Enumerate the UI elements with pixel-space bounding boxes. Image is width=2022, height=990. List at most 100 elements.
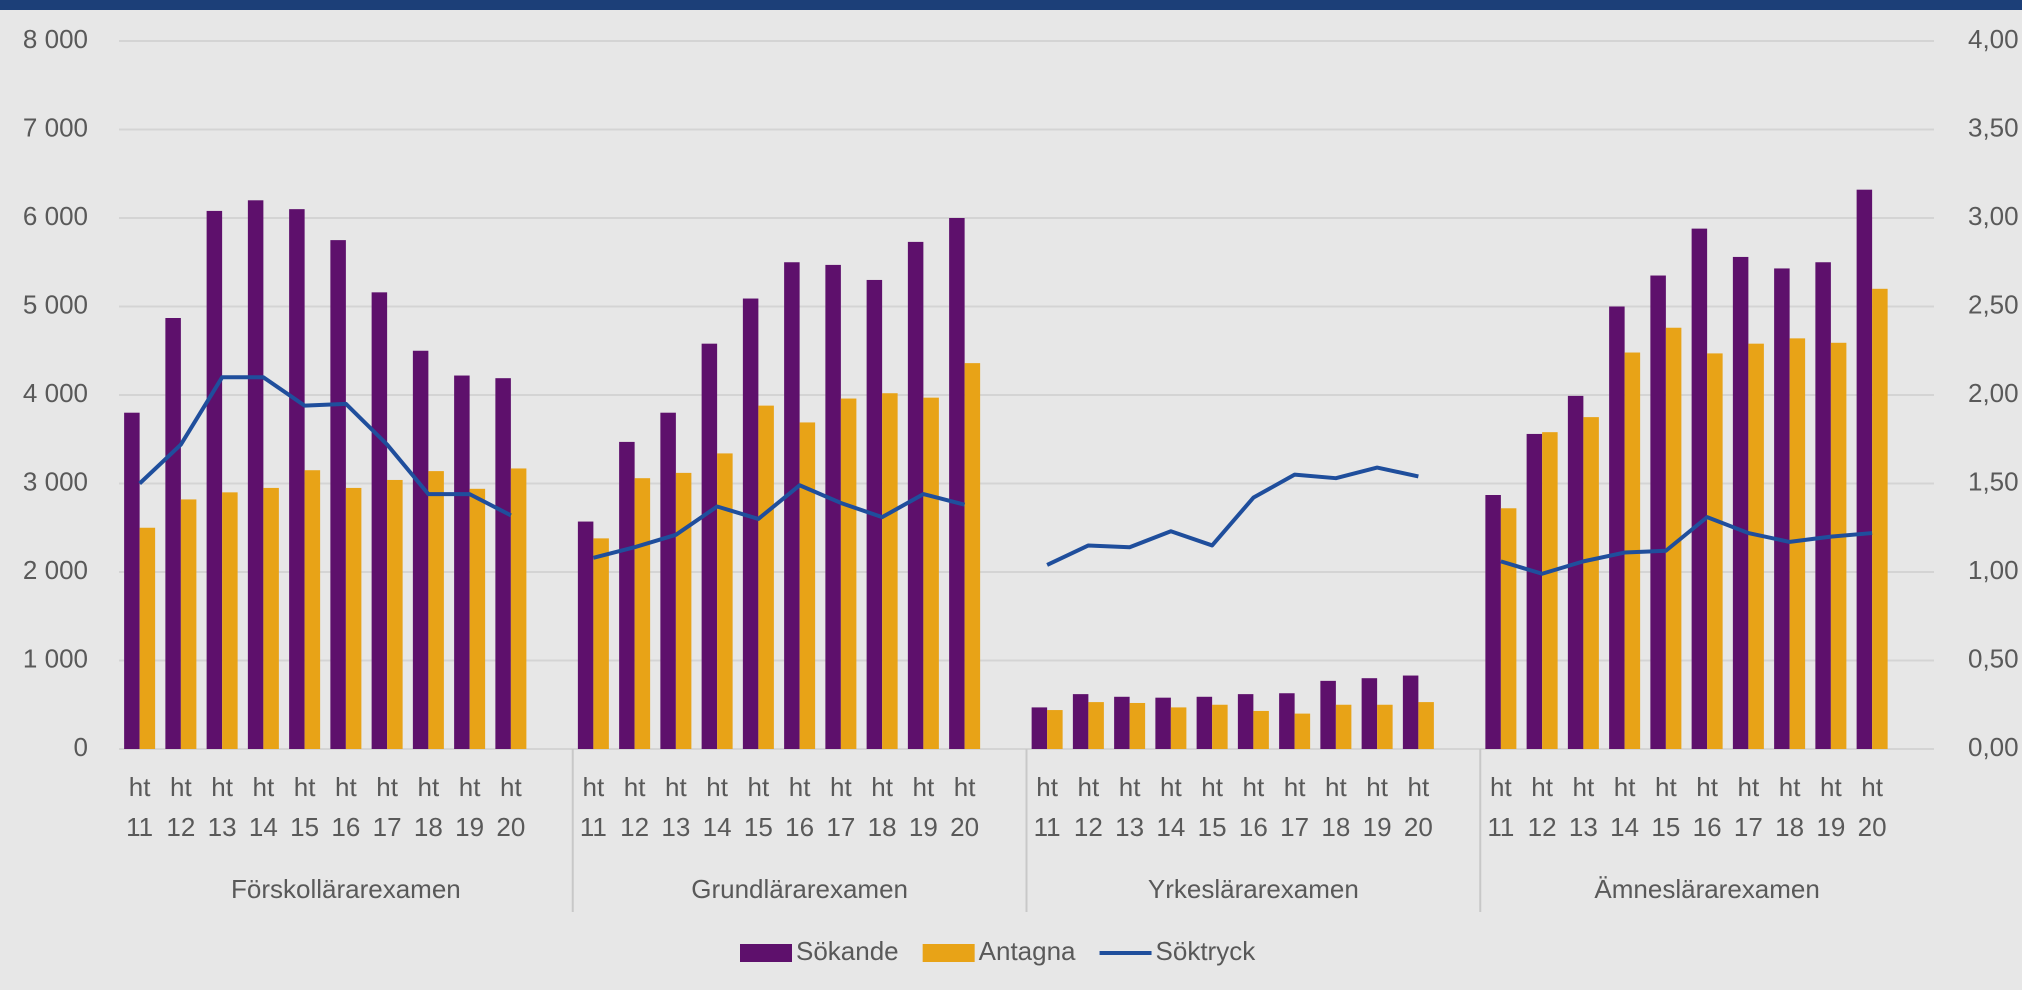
bar [180,499,197,749]
y2-tick-label: 0,50 [1968,643,2019,673]
x-tick-label: ht 20 [1404,772,1433,842]
bar [882,393,898,749]
bar [1856,189,1873,749]
bar [1253,710,1269,749]
line-series [592,483,966,560]
bar [1665,327,1682,749]
x-tick-label: ht 17 [826,772,855,842]
bar [1361,678,1378,749]
bar [964,363,981,749]
bar [825,264,841,749]
x-tick-label: ht 11 [1487,772,1514,842]
bar [1155,697,1171,749]
bar [469,488,486,749]
y-tick-label: 7 000 [23,112,88,142]
bar [1279,693,1295,749]
bar [634,478,651,749]
x-tick-label: ht 16 [785,772,814,842]
bar [428,471,444,749]
y2-tick-label: 1,00 [1968,555,2019,585]
bar [1418,702,1434,749]
y-tick-label: 6 000 [23,201,88,231]
x-tick-label: ht 19 [1816,772,1845,842]
bar [1774,268,1790,749]
bar [1732,256,1749,749]
x-tick-label: ht 12 [1074,772,1103,842]
line-series [1500,515,1873,576]
bar [495,378,511,749]
x-tick-label: ht 14 [249,772,278,842]
bar [1294,713,1311,749]
bar [289,209,305,749]
bar [124,412,140,749]
bar [345,487,362,749]
bar [1691,228,1708,749]
y-tick-label: 1 000 [23,643,88,673]
x-tick-label: ht 17 [373,772,402,842]
y2-tick-label: 3,50 [1968,112,2019,142]
x-tick-label: ht 15 [290,772,319,842]
bar [330,240,346,749]
y-tick-label: 5 000 [23,289,88,319]
bar [619,441,635,749]
line-series [1046,465,1419,567]
bar [454,375,470,749]
x-tick-label: ht 20 [1858,772,1887,842]
bar [784,262,800,749]
x-tick-label: ht 15 [1198,772,1227,842]
x-tick-label: ht 13 [661,772,690,842]
x-tick-label: ht 16 [1239,772,1268,842]
bar [1500,508,1517,749]
x-tick-label: ht 20 [496,772,525,842]
x-tick-label: ht 14 [1610,772,1639,842]
legend-label: Söktryck [1156,936,1257,966]
bar [1567,395,1584,749]
bar [1526,433,1543,749]
x-tick-label: ht 11 [126,772,153,842]
x-tick-label: ht 19 [909,772,938,842]
group-label: Förskollärarexamen [231,874,461,904]
bar [1707,353,1723,749]
x-tick-label: ht 15 [1651,772,1680,842]
legend-swatch [922,944,975,962]
bar [263,487,279,749]
bar [1114,696,1130,749]
group-label: Yrkeslärarexamen [1148,874,1359,904]
bar [510,468,527,749]
y2-tick-label: 1,50 [1968,466,2019,496]
group-label: Ämneslärarexamen [1594,874,1819,904]
bar [1088,702,1104,749]
y2-tick-label: 0,00 [1968,732,2019,762]
bar [742,298,759,749]
x-tick-label: ht 12 [166,772,195,842]
y-tick-label: 3 000 [23,466,88,496]
bar [1320,680,1336,749]
y-tick-label: 8 000 [23,24,88,54]
bar [387,479,403,749]
bar [577,521,594,749]
bar [675,472,692,749]
bar [1748,343,1764,749]
bar [412,350,429,749]
legend-swatch [740,944,792,962]
bar [1335,704,1352,749]
bar [222,492,238,749]
bar [139,527,156,749]
bar [206,210,223,750]
y2-tick-label: 3,00 [1968,201,2019,231]
bar [1377,704,1393,749]
x-tick-label: ht 13 [1569,772,1598,842]
y-tick-label: 2 000 [23,555,88,585]
x-tick-label: ht 18 [868,772,897,842]
x-tick-label: ht 19 [455,772,484,842]
x-tick-label: ht 14 [1156,772,1185,842]
x-tick-label: ht 11 [1034,772,1061,842]
y2-tick-label: 4,00 [1968,24,2019,54]
bar [1789,338,1806,749]
x-tick-label: ht 19 [1363,772,1392,842]
bar [717,453,733,749]
x-tick-label: ht 12 [1528,772,1557,842]
legend-label: Antagna [979,936,1076,966]
bar [1170,707,1187,749]
